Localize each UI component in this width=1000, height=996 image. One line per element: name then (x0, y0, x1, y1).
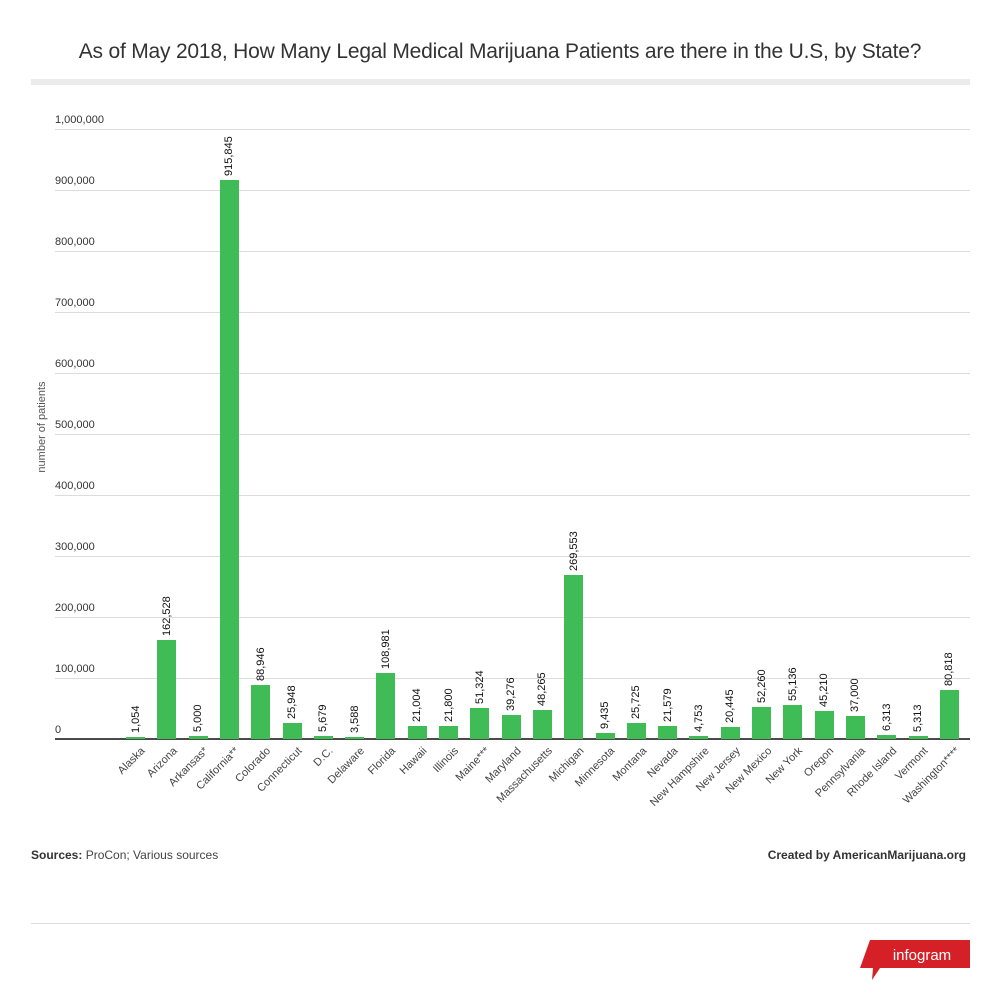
y-tick-label: 700,000 (55, 297, 95, 309)
bar-value-label: 5,313 (912, 704, 924, 732)
bar-michigan[interactable] (564, 574, 584, 739)
bar-value-label: 21,579 (661, 688, 674, 722)
bar-value-label: 3,588 (348, 705, 361, 733)
bar-value-label: 915,845 (223, 136, 236, 177)
bar-value-label: 80,818 (943, 652, 956, 686)
bar-value-label: 45,210 (818, 673, 831, 708)
bar-colorado[interactable] (251, 684, 271, 739)
bar-value-label: 25,725 (630, 685, 643, 720)
gridline (55, 129, 970, 130)
bar-minnesota[interactable] (595, 733, 615, 739)
bar-value-label: 6,313 (880, 703, 893, 732)
x-tick-label: Washington**** (900, 745, 962, 807)
chart-title: As of May 2018, How Many Legal Medical M… (78, 40, 922, 63)
bar-arkansas[interactable] (188, 735, 208, 739)
bar-value-label: 269,553 (567, 530, 580, 571)
x-tick-label: Massachusetts (494, 745, 555, 806)
bar-new-mexico[interactable] (752, 707, 771, 739)
bar-illinois[interactable] (439, 725, 458, 739)
x-tick-label: D.C. (311, 745, 336, 770)
gridline (55, 434, 970, 435)
bar-d-c[interactable] (313, 735, 333, 739)
bar-value-label: 5,000 (192, 704, 205, 732)
bar-california[interactable] (219, 180, 239, 739)
gridline (55, 190, 970, 191)
x-tick-label: Hawaii (397, 745, 430, 777)
bar-value-label: 48,265 (536, 671, 549, 706)
y-tick-label: 900,000 (55, 175, 95, 187)
bar-value-label: 108,981 (379, 628, 392, 669)
bar-value-label: 4,753 (692, 704, 705, 733)
y-tick-label: 1,000,000 (55, 114, 104, 126)
y-tick-label: 100,000 (55, 663, 95, 675)
bar-new-york[interactable] (783, 705, 803, 739)
bar-new-hampshire[interactable] (689, 736, 709, 739)
x-tick-label: Alaska (116, 745, 148, 777)
gridline (55, 617, 970, 618)
y-tick-label: 400,000 (55, 480, 95, 492)
bar-maine[interactable] (470, 707, 490, 739)
bar-value-label: 1,054 (129, 705, 142, 733)
bar-value-label: 39,276 (505, 677, 518, 712)
bar-value-label: 21,004 (411, 688, 424, 723)
bar-florida[interactable] (376, 672, 396, 739)
bar-connecticut[interactable] (282, 723, 302, 739)
brand-text: infogram (893, 947, 951, 964)
x-axis-line (55, 738, 970, 740)
gridline (55, 556, 970, 557)
bar-value-label: 9,435 (599, 701, 611, 730)
bar-maryland[interactable] (501, 715, 521, 739)
bar-pennsylvania[interactable] (845, 716, 865, 739)
x-tick-label: Florida (366, 745, 399, 778)
bar-value-label: 52,260 (755, 669, 768, 704)
bar-value-label: 37,000 (849, 678, 862, 713)
bar-value-label: 51,324 (473, 670, 486, 704)
bar-value-label: 162,528 (160, 596, 173, 636)
gridline (55, 678, 970, 679)
gridline (55, 495, 970, 496)
title-divider (31, 79, 970, 85)
bar-nevada[interactable] (658, 725, 678, 739)
bar-hawaii[interactable] (407, 726, 427, 739)
bar-alaska[interactable] (126, 737, 145, 739)
y-tick-label: 300,000 (55, 541, 95, 553)
infogram-logo[interactable]: infogram (860, 940, 970, 980)
y-tick-label: 600,000 (55, 358, 95, 370)
bar-arizona[interactable] (157, 639, 177, 739)
gridline (55, 312, 970, 313)
sources-text: ProCon; Various sources (85, 848, 219, 862)
bar-rhode-island[interactable] (877, 735, 897, 739)
bar-value-label: 55,136 (786, 667, 799, 702)
credit-text: Created by AmericanMarijuana.org (767, 848, 966, 862)
y-tick-label: 0 (55, 724, 62, 736)
gridline (55, 251, 970, 252)
bar-value-label: 20,445 (724, 688, 737, 723)
bar-value-label: 5,679 (317, 704, 330, 732)
bar-montana[interactable] (626, 723, 646, 739)
bar-value-label: 88,946 (254, 647, 267, 681)
bar-value-label: 21,800 (442, 688, 455, 722)
bar-new-jersey[interactable] (720, 726, 740, 739)
bar-oregon[interactable] (814, 711, 834, 739)
footer-divider (31, 923, 970, 924)
gridline (55, 373, 970, 374)
bar-massachusetts[interactable] (532, 709, 552, 739)
y-tick-label: 200,000 (55, 602, 95, 614)
y-tick-label: 500,000 (55, 419, 95, 431)
y-tick-label: 800,000 (55, 236, 95, 248)
bar-delaware[interactable] (345, 736, 365, 739)
bar-vermont[interactable] (908, 735, 928, 739)
bar-value-label: 25,948 (286, 685, 298, 720)
sources-note: Sources: ProCon; Various sources (31, 848, 219, 862)
bar-washington[interactable] (939, 689, 959, 739)
